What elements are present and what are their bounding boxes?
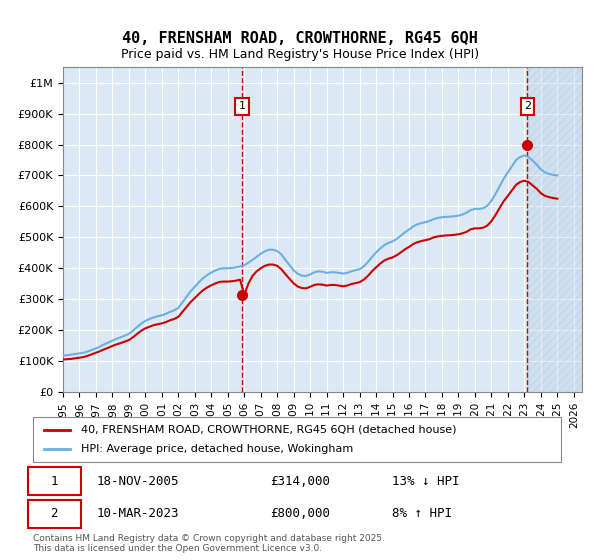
Text: 1: 1 [50, 475, 58, 488]
Text: 8% ↑ HPI: 8% ↑ HPI [392, 507, 452, 520]
Text: 2: 2 [50, 507, 58, 520]
Text: 40, FRENSHAM ROAD, CROWTHORNE, RG45 6QH: 40, FRENSHAM ROAD, CROWTHORNE, RG45 6QH [122, 31, 478, 46]
Text: 18-NOV-2005: 18-NOV-2005 [97, 475, 179, 488]
FancyBboxPatch shape [28, 500, 80, 528]
FancyBboxPatch shape [28, 467, 80, 496]
Bar [527, 67, 582, 392]
FancyBboxPatch shape [33, 417, 561, 462]
Text: 10-MAR-2023: 10-MAR-2023 [97, 507, 179, 520]
Text: 40, FRENSHAM ROAD, CROWTHORNE, RG45 6QH (detached house): 40, FRENSHAM ROAD, CROWTHORNE, RG45 6QH … [80, 424, 456, 435]
Text: 2: 2 [524, 101, 531, 111]
Text: Price paid vs. HM Land Registry's House Price Index (HPI): Price paid vs. HM Land Registry's House … [121, 48, 479, 60]
Text: £800,000: £800,000 [271, 507, 331, 520]
Text: HPI: Average price, detached house, Wokingham: HPI: Average price, detached house, Woki… [80, 445, 353, 455]
Text: 13% ↓ HPI: 13% ↓ HPI [392, 475, 460, 488]
Text: Contains HM Land Registry data © Crown copyright and database right 2025.
This d: Contains HM Land Registry data © Crown c… [33, 534, 385, 553]
Text: £314,000: £314,000 [271, 475, 331, 488]
Text: 1: 1 [239, 101, 246, 111]
